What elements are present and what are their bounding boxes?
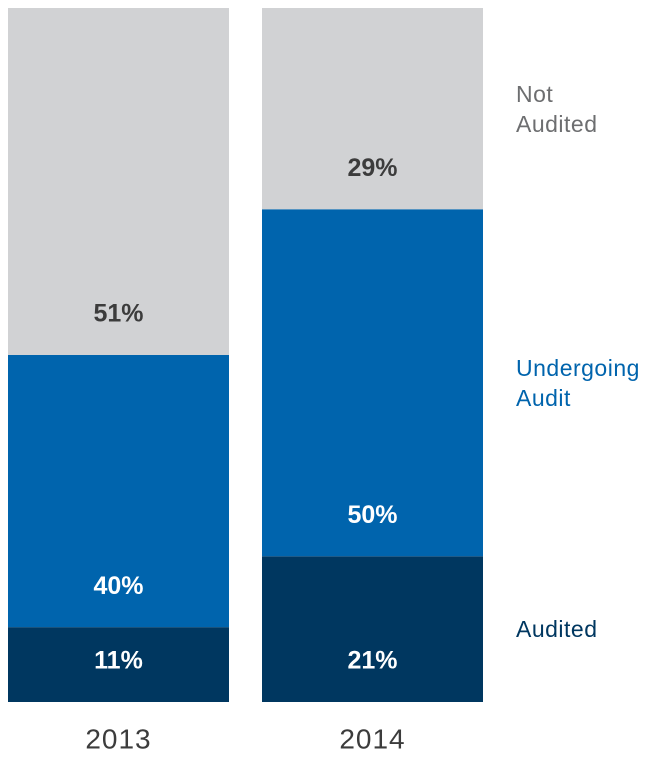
bar-segment (262, 556, 483, 702)
value-label: 11% (94, 647, 143, 675)
value-label: 40% (93, 572, 143, 600)
x-tick-label: 2014 (339, 723, 405, 754)
bar-segment (8, 627, 229, 702)
legend-label: Not Audited (516, 80, 598, 137)
value-label: 29% (347, 154, 397, 182)
legend-label: Audited (516, 616, 598, 643)
bar-segment (262, 8, 483, 210)
legend-label: Undergoing Audit (516, 354, 640, 411)
x-tick-label: 2013 (85, 723, 151, 754)
value-label: 50% (347, 501, 397, 529)
value-label: 21% (347, 647, 397, 675)
bar-segment (8, 8, 229, 355)
bar-segment (8, 355, 229, 628)
value-label: 51% (93, 300, 143, 328)
bar-segment (262, 209, 483, 557)
